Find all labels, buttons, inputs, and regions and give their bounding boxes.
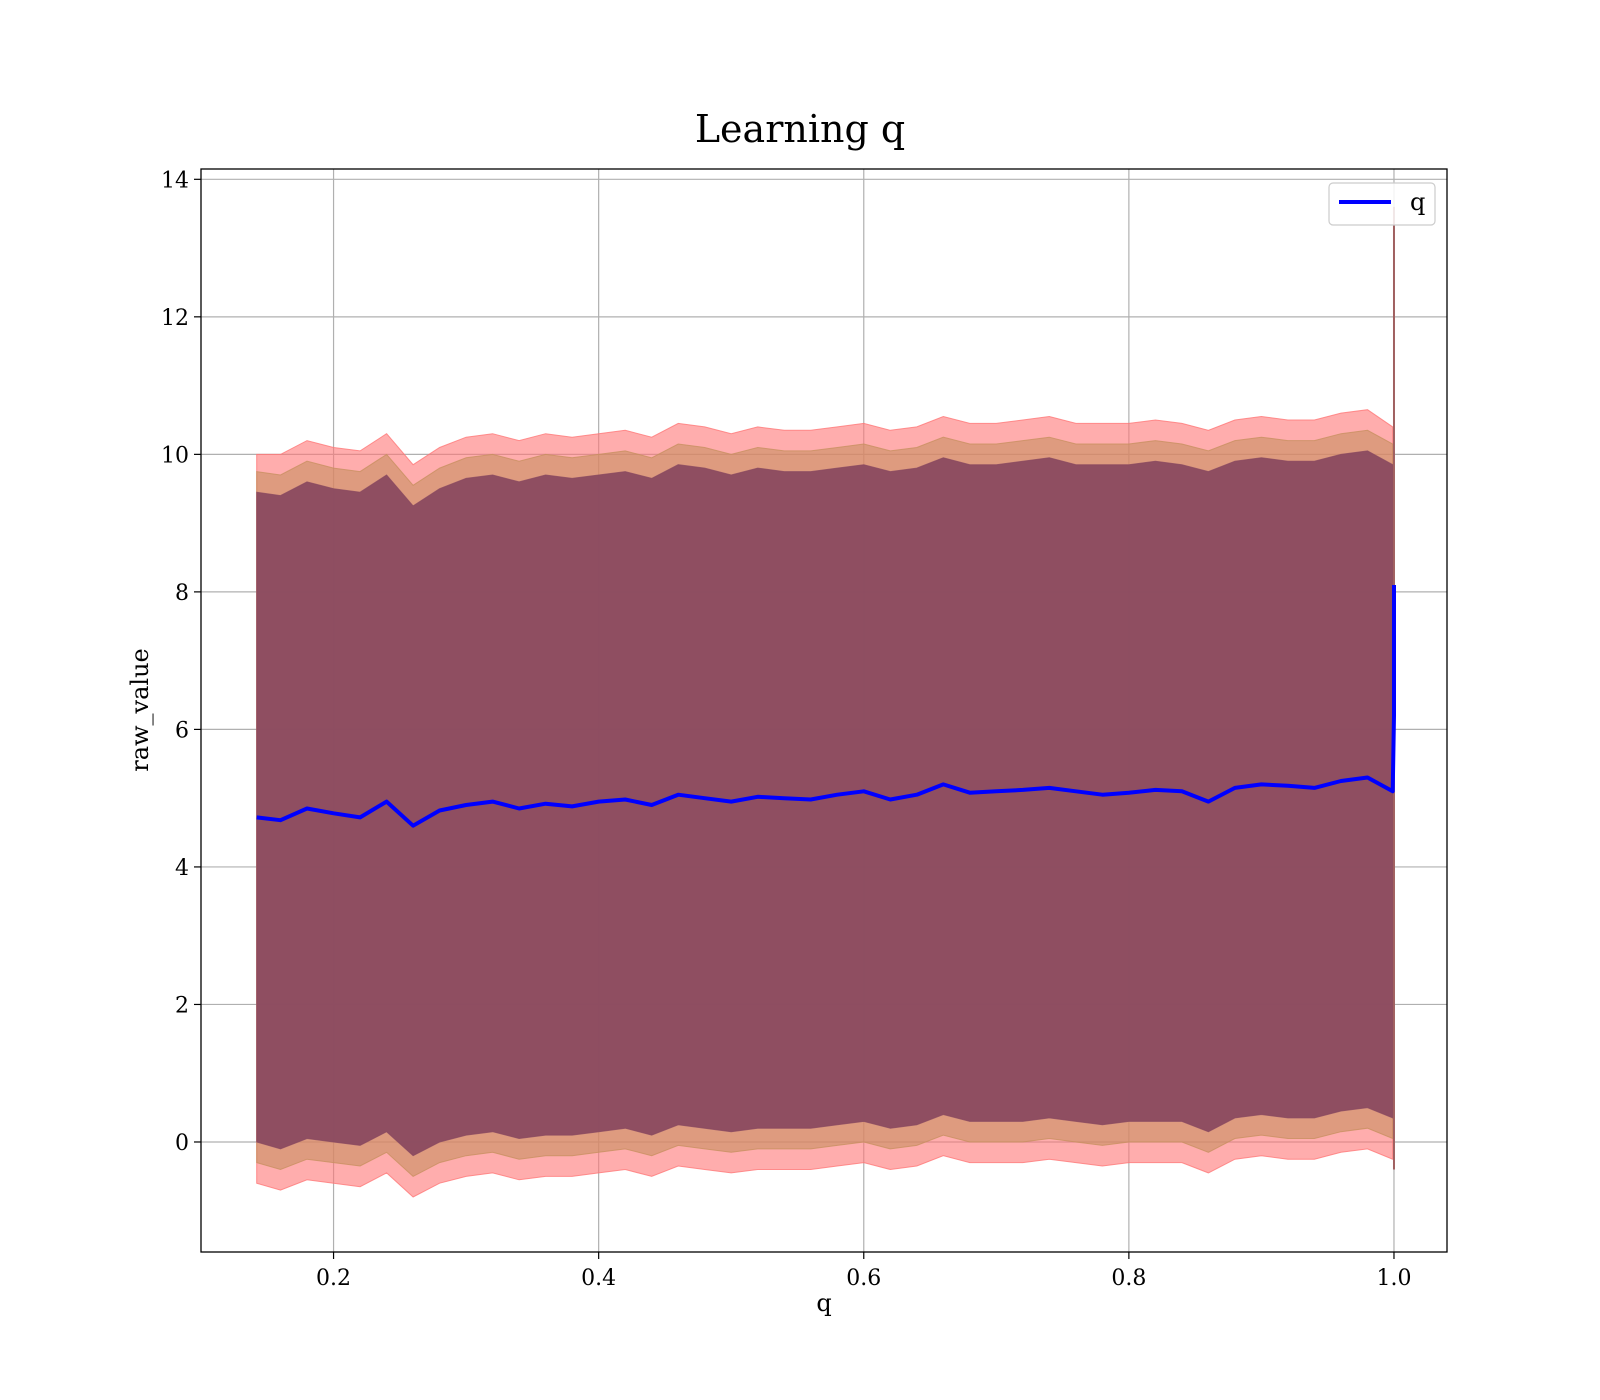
- series-lines: [256, 585, 1396, 828]
- y-tick-label: 4: [175, 856, 189, 881]
- legend: q: [1328, 182, 1436, 226]
- x-tick-label: 0.6: [846, 1266, 881, 1291]
- x-tick-label: 0.2: [316, 1266, 351, 1291]
- legend-label: q: [1410, 188, 1425, 216]
- y-tick-label: 10: [161, 443, 189, 468]
- x-tick-label: 0.8: [1111, 1266, 1146, 1291]
- y-axis-label: raw_value: [126, 648, 154, 772]
- chart-title: Learning q: [695, 107, 905, 151]
- y-tick-label: 14: [161, 168, 189, 193]
- y-tick-label: 12: [161, 306, 189, 331]
- series-line-0: [256, 585, 1396, 828]
- band-2: [256, 450, 1394, 1157]
- x-axis-label: q: [816, 1289, 831, 1317]
- y-tick-label: 0: [175, 1131, 189, 1156]
- y-tick-label: 8: [175, 581, 189, 606]
- y-tick-label: 6: [175, 718, 189, 743]
- axis-ticks: 0.2 0.4 0.6 0.8 1.0 0 2 4 6 8 10 12 14: [161, 168, 1411, 1291]
- x-tick-label: 1.0: [1376, 1266, 1411, 1291]
- y-tick-label: 2: [175, 993, 189, 1018]
- plot-frame: [200, 168, 1448, 1253]
- confidence-bands: [256, 206, 1395, 1198]
- x-tick-label: 0.4: [581, 1266, 616, 1291]
